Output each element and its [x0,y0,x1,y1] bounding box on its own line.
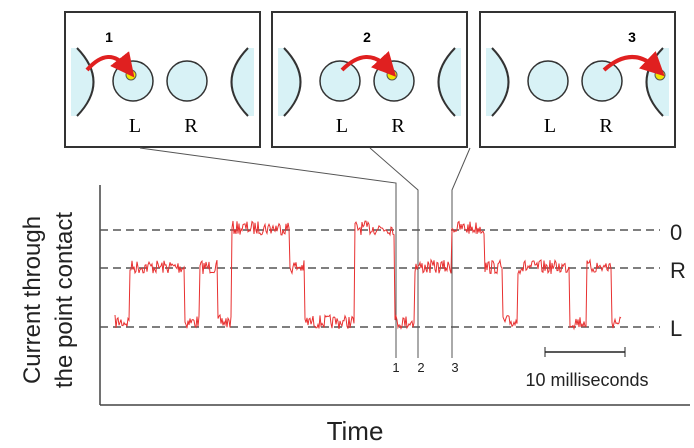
panel-frame [271,11,468,148]
lead-left-edge [283,47,302,117]
dot-label: L [544,115,556,137]
electron [386,69,398,81]
lead-right [438,48,461,116]
connector-1 [139,147,397,358]
lead-right [231,48,254,116]
panel-number: 3 [628,29,636,45]
dot-label: R [599,115,613,137]
marker-label: 1 [392,360,399,375]
y-axis-label-line: Current through [19,216,46,384]
lead-left [71,48,94,116]
level-label: 0 [670,220,682,245]
lead-left [278,48,301,116]
level-label: R [670,258,686,283]
marker-label: 3 [451,360,458,375]
panel: 1 L R [64,11,261,148]
dot-circle [112,60,154,102]
marker-labels: 1 2 3 [392,360,458,375]
panel-frame [64,11,261,148]
dot-circle [166,60,208,102]
x-axis-label: Time [327,416,384,446]
dot-circle [581,60,623,102]
connector-2 [369,147,419,358]
panel-number: 2 [363,29,371,45]
dot-circle [373,60,415,102]
panel: 2 L R [271,11,468,148]
hop-arrow [602,51,665,77]
hop-arrow [340,51,397,77]
electron [654,69,666,81]
panel-frame [479,11,676,148]
dot-label: R [184,115,198,137]
level-label: L [670,316,682,341]
hop-arrow [85,51,135,78]
panel-number: 1 [105,29,113,45]
dot-circle [527,60,569,102]
dot-circle [319,60,361,102]
marker-label: 2 [417,360,424,375]
scale-bar-label: 10 milliseconds [525,370,648,390]
lead-right-edge [437,47,456,117]
level-lines [100,229,660,328]
y-axis-label: Current through the point contact [19,212,78,388]
electron [125,69,137,81]
dot-label: R [391,115,405,137]
connector-3 [451,147,471,358]
dot-label: L [129,115,141,137]
lead-right-edge [230,47,249,117]
panel: 3 L R [479,11,676,148]
panels: 1 L R 2 L R 3 L R [64,11,676,148]
y-axis-label-line: the point contact [51,212,78,388]
dot-label: L [336,115,348,137]
level-labels: 0 R L [670,220,686,341]
lead-left [486,48,509,116]
lead-left-edge [491,47,510,117]
current-trace [114,220,622,331]
lead-left-edge [76,47,95,117]
connectors [139,147,471,358]
